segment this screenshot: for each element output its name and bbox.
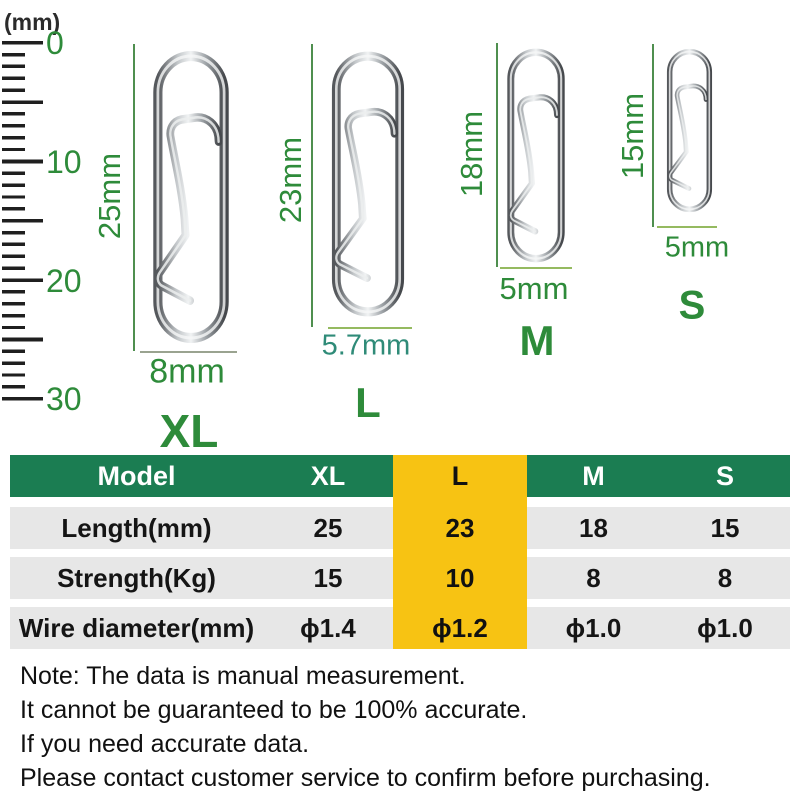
strength-xl: 15 <box>263 557 393 599</box>
measure-line-vertical-m <box>496 43 498 267</box>
row-label-strength: Strength(Kg) <box>10 557 263 599</box>
header-xl: XL <box>263 455 393 497</box>
size-label-l: L <box>355 379 381 426</box>
snap-clip-graphic <box>666 48 713 213</box>
wire-diameter-s: ϕ1.0 <box>660 607 790 649</box>
length-label-l: 23mm <box>273 136 308 224</box>
width-label-m: 5mm <box>499 271 569 306</box>
measure-line-vertical-s <box>652 44 654 227</box>
table-row-wire-diameter: Wire diameter(mm) ϕ1.4 ϕ1.2 ϕ1.0 ϕ1.0 <box>10 607 790 649</box>
header-m: M <box>527 455 660 497</box>
note-line-2: It cannot be guaranteed to be 100% accur… <box>20 696 528 724</box>
wire-diameter-xl: ϕ1.4 <box>263 607 393 649</box>
length-l: 23 <box>445 512 475 543</box>
width-label-s: 5mm <box>664 231 730 264</box>
wire-diameter-m: ϕ1.0 <box>527 607 660 649</box>
header-s: S <box>660 455 790 497</box>
snap-clip-graphic <box>153 51 229 343</box>
size-label-m: M <box>519 317 555 364</box>
measure-line-vertical-xl <box>133 44 135 351</box>
snap-clip-m <box>501 45 571 266</box>
snap-clip-xl <box>145 46 237 348</box>
header-l: L <box>451 460 469 491</box>
measure-line-horizontal-m <box>500 267 572 269</box>
snap-clip-s <box>662 46 717 215</box>
strength-l: 10 <box>445 562 475 593</box>
length-s: 15 <box>660 507 790 549</box>
row-label-length: Length(mm) <box>10 507 263 549</box>
spec-table: Model XL L M S Length(mm) 25 23 18 15 St… <box>10 455 790 649</box>
measure-line-horizontal-s <box>657 226 717 228</box>
length-label-xl: 25mm <box>92 152 127 240</box>
measure-line-horizontal-l <box>328 327 412 329</box>
size-label-xl: XL <box>159 405 219 457</box>
length-label-s: 15mm <box>615 92 650 180</box>
length-xl: 25 <box>263 507 393 549</box>
wire-diameter-l: ϕ1.2 <box>432 612 488 643</box>
note-line-4: Please contact customer service to confi… <box>20 764 711 792</box>
row-label-wire-diameter: Wire diameter(mm) <box>10 607 263 649</box>
ruler-tick-label-20: 20 <box>46 263 82 299</box>
strength-m: 8 <box>527 557 660 599</box>
snap-clip-graphic <box>331 51 405 317</box>
table-row-strength: Strength(Kg) 15 10 8 8 <box>10 557 790 599</box>
snap-clip-l <box>324 47 412 321</box>
strength-s: 8 <box>660 557 790 599</box>
ruler-unit-label: (mm) <box>4 9 61 35</box>
length-label-m: 18mm <box>454 110 489 198</box>
size-label-s: S <box>678 283 706 328</box>
ruler-tick-label-10: 10 <box>46 144 82 180</box>
ruler: 0 10 20 30 <box>2 25 88 417</box>
note-line-3: If you need accurate data. <box>20 730 310 758</box>
table-row-length: Length(mm) 25 23 18 15 <box>10 507 790 549</box>
snap-clip-graphic <box>507 48 565 263</box>
note-text: Note: The data is manual measurement. It… <box>20 659 790 795</box>
measure-line-vertical-l <box>311 44 313 327</box>
ruler-major-ticks <box>2 41 43 403</box>
ruler-tick-label-30: 30 <box>46 381 82 417</box>
width-label-xl: 8mm <box>149 352 225 391</box>
table-header-row: Model XL L M S <box>10 455 790 497</box>
ruler-tick-label-0: 0 <box>46 25 64 61</box>
header-model: Model <box>10 455 263 497</box>
width-label-l: 5.7mm <box>321 329 411 362</box>
measure-line-horizontal-xl <box>140 351 237 353</box>
highlighted-column-l <box>393 455 527 649</box>
length-m: 18 <box>527 507 660 549</box>
note-line-1: Note: The data is manual measurement. <box>20 662 466 690</box>
